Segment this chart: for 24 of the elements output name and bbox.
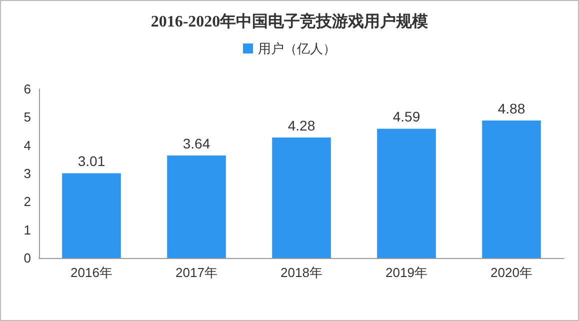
x-tick-label: 2019年 <box>386 265 428 280</box>
bar <box>272 137 331 258</box>
data-label: 4.88 <box>498 100 526 117</box>
y-tick-label: 0 <box>24 250 31 266</box>
bar <box>62 173 121 258</box>
x-tick-label: 2020年 <box>490 265 532 280</box>
data-label: 4.59 <box>392 108 420 125</box>
x-tick-label: 2016年 <box>70 265 112 280</box>
y-tick-label: 1 <box>24 222 31 238</box>
chart-title: 2016-2020年中国电子竞技游戏用户规模 <box>150 12 428 30</box>
y-tick-label: 2 <box>24 194 31 210</box>
bar <box>377 128 436 258</box>
data-label: 3.64 <box>182 135 210 152</box>
y-tick-label: 3 <box>24 166 31 181</box>
y-tick-label: 6 <box>24 82 31 96</box>
y-tick-label: 4 <box>24 138 31 153</box>
legend-label: 用户（亿人） <box>258 41 336 56</box>
x-tick-label: 2018年 <box>280 265 322 280</box>
data-label: 3.01 <box>78 153 106 170</box>
bar <box>482 120 541 258</box>
data-label: 4.28 <box>288 117 316 134</box>
y-tick-label: 5 <box>24 110 31 125</box>
bar <box>167 155 226 258</box>
x-tick-label: 2017年 <box>176 265 218 280</box>
